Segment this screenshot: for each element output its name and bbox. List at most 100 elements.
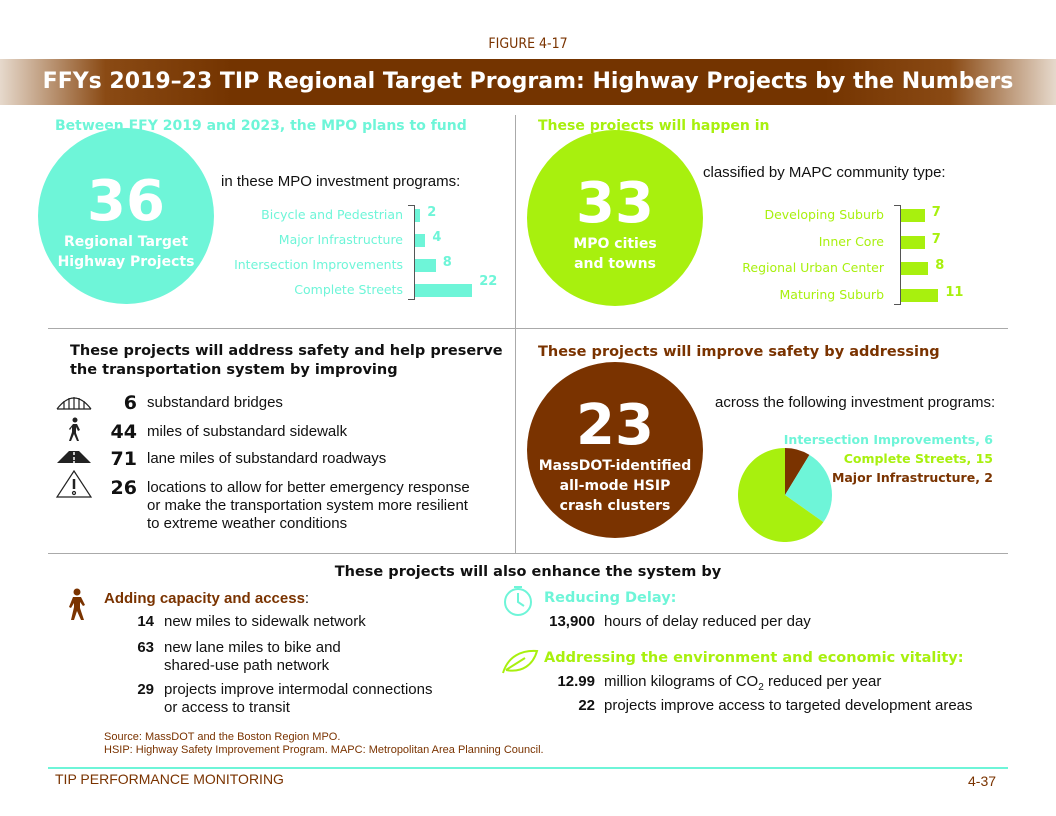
q2-intro: classified by MAPC community type: xyxy=(703,164,946,181)
dev-areas-value: 22 xyxy=(578,697,595,714)
co2-text: million kilograms of CO2 reduced per yea… xyxy=(604,673,881,693)
safety-item: 6 substandard bridges xyxy=(95,392,283,414)
bar xyxy=(901,209,925,222)
bar-label: Inner Core xyxy=(818,234,884,249)
crash-label: all-mode HSIP xyxy=(559,478,671,494)
safety-value: 6 xyxy=(123,392,137,414)
co2-value: 12.99 xyxy=(557,673,595,690)
bar-label: Maturing Suburb xyxy=(779,287,885,302)
safety-item: 71 lane miles of substandard roadways xyxy=(95,448,387,470)
divider-vertical xyxy=(515,115,516,553)
capacity-colon: : xyxy=(304,590,310,607)
co2-text-after: reduced per year xyxy=(763,673,882,690)
hsip-pie-chart xyxy=(738,448,832,542)
divider-horizontal xyxy=(48,553,1008,554)
capacity-heading-text: Adding capacity and access xyxy=(104,590,305,607)
bar-label: Major Infrastructure xyxy=(278,232,403,247)
bar-axis-bracket xyxy=(408,205,415,300)
q1-intro: in these MPO investment programs: xyxy=(221,173,461,190)
bar-label: Bicycle and Pedestrian xyxy=(261,207,403,222)
leaf-icon xyxy=(502,649,539,674)
page-title: FFYs 2019–23 TIP Regional Target Program… xyxy=(0,59,1056,105)
bar xyxy=(415,259,436,272)
capacity-value: 63 xyxy=(137,639,154,656)
bar-label: Complete Streets xyxy=(294,282,403,297)
bar-value: 8 xyxy=(935,258,945,273)
capacity-text-line: new lane miles to bike and xyxy=(164,639,341,656)
q4-intro: across the following investment programs… xyxy=(715,394,996,411)
q3-icons xyxy=(55,397,93,498)
capacity-value: 29 xyxy=(137,681,154,698)
cities-label: and towns xyxy=(574,256,656,272)
safety-text-line: or make the transportation system more r… xyxy=(147,497,468,514)
figure-label: FIGURE 4-17 xyxy=(488,36,568,52)
bar-value: 4 xyxy=(432,230,442,245)
bar-value: 11 xyxy=(945,285,964,300)
bottom-heading: These projects will also enhance the sys… xyxy=(334,564,722,580)
safety-value: 44 xyxy=(110,421,137,443)
q2-heading: These projects will happen in xyxy=(538,118,770,134)
safety-text: substandard bridges xyxy=(147,392,283,412)
road-icon xyxy=(57,451,91,463)
bar xyxy=(901,289,939,302)
capacity-item: 14 new miles to sidewalk network xyxy=(100,613,366,631)
cities-circle: 33 MPO cities and towns xyxy=(527,130,703,306)
capacity-heading: Adding capacity and access: xyxy=(104,590,309,607)
safety-text-line: locations to allow for better emergency … xyxy=(147,479,470,496)
capacity-text: projects improve intermodal connections o… xyxy=(164,681,432,717)
env-heading: Addressing the environment and economic … xyxy=(544,650,964,666)
safety-text-line: lane miles of substandard roadways xyxy=(147,450,387,467)
pie-legend-entry: Major Infrastructure, 2 xyxy=(831,470,993,485)
pie-slice-intersection-improvements xyxy=(785,454,832,523)
capacity-text: new lane miles to bike and shared-use pat… xyxy=(164,639,341,675)
bar-value: 7 xyxy=(931,205,941,220)
safety-value: 71 xyxy=(110,448,137,470)
pie-legend: Intersection Improvements, 6 Complete Str… xyxy=(780,430,993,487)
safety-text: locations to allow for better emergency … xyxy=(147,477,470,533)
bar-axis-bracket xyxy=(894,205,901,305)
bar-label: Regional Urban Center xyxy=(742,260,884,275)
bar xyxy=(901,236,925,249)
source-line: Source: MassDOT and the Boston Region MP… xyxy=(104,731,341,743)
q3-heading: These projects will address safety and h… xyxy=(70,342,503,380)
capacity-item: 29 projects improve intermodal connection… xyxy=(100,681,432,717)
crash-label: MassDOT-identified xyxy=(538,458,692,474)
projects-label: Highway Projects xyxy=(57,254,195,270)
bar xyxy=(415,209,421,222)
capacity-text-line: projects improve intermodal connections xyxy=(164,681,433,698)
q1-heading: Between FFY 2019 and 2023, the MPO plans… xyxy=(55,118,467,134)
capacity-text-line: or access to transit xyxy=(164,699,290,716)
safety-text-line: substandard bridges xyxy=(147,394,283,411)
capacity-text-line: new miles to sidewalk network xyxy=(164,613,366,630)
bar-value: 8 xyxy=(442,255,452,270)
capacity-item: 63 new lane miles to bike and shared-use p… xyxy=(100,639,341,675)
bar-label: Intersection Improvements xyxy=(234,257,403,272)
pie-slice-complete-streets xyxy=(738,448,824,542)
divider-horizontal xyxy=(48,328,1008,329)
safety-text: miles of substandard sidewalk xyxy=(147,421,347,441)
pie-legend-entry: Complete Streets, 15 xyxy=(843,451,993,466)
delay-value: 13,900 xyxy=(549,613,595,630)
crash-count: 23 xyxy=(576,393,654,458)
bar xyxy=(415,234,426,247)
safety-text: lane miles of substandard roadways xyxy=(147,448,386,468)
pie-slice-major-infrastructure xyxy=(785,448,810,495)
projects-count: 36 xyxy=(87,169,165,234)
bridge-icon xyxy=(56,397,92,410)
pie-legend-entry: Intersection Improvements, 6 xyxy=(783,432,993,447)
capacity-text: new miles to sidewalk network xyxy=(164,613,366,631)
capacity-value: 14 xyxy=(137,613,154,630)
q3-heading-line: These projects will address safety and h… xyxy=(70,343,503,359)
safety-value: 26 xyxy=(110,477,137,499)
abbrev-line: HSIP: Highway Safety Improvement Program… xyxy=(104,744,544,756)
safety-item: 26 locations to allow for better emergenc… xyxy=(95,477,470,533)
cities-label: MPO cities xyxy=(573,236,657,252)
q4-heading: These projects will improve safety by ad… xyxy=(538,344,940,360)
projects-circle: 36 Regional Target Highway Projects xyxy=(38,128,214,304)
crash-label: crash clusters xyxy=(559,498,671,514)
hiker-icon xyxy=(69,588,85,620)
delay-heading: Reducing Delay: xyxy=(544,590,677,606)
bar xyxy=(415,284,473,297)
bar-value: 7 xyxy=(931,232,941,247)
pedestrian-icon xyxy=(69,417,80,441)
